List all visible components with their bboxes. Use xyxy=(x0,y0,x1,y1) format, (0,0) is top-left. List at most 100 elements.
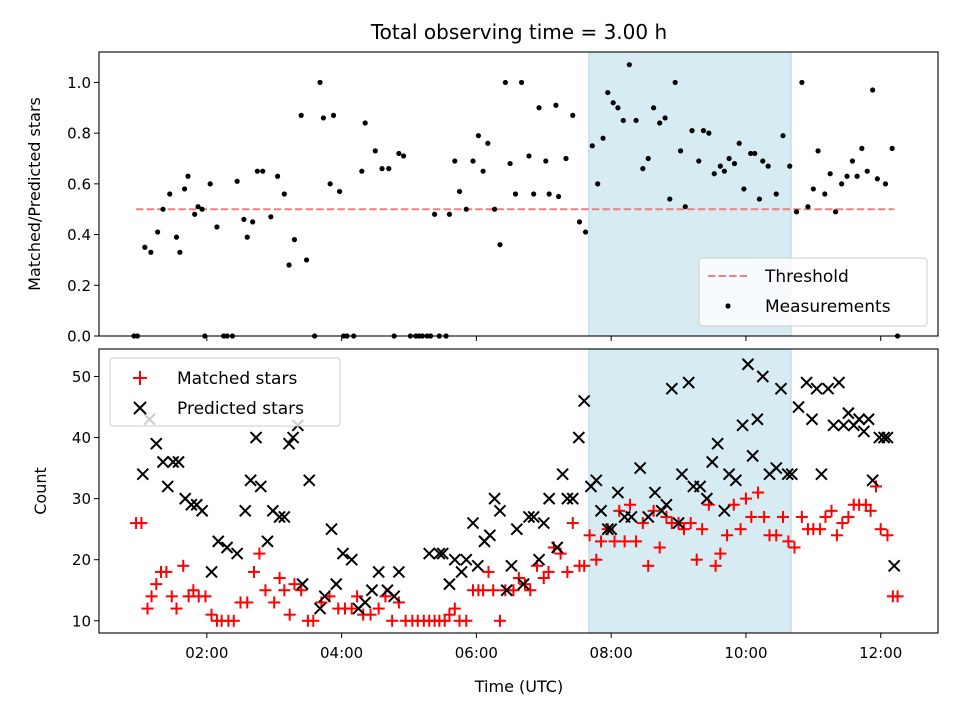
measurement-point xyxy=(195,204,201,210)
matched-star-point xyxy=(782,535,795,548)
measurement-point xyxy=(177,249,183,255)
measurement-point xyxy=(553,102,559,108)
matched-star-point xyxy=(351,590,364,603)
matched-star-point xyxy=(448,602,461,615)
legend-matched-swatch xyxy=(133,371,147,385)
measurement-point xyxy=(526,153,532,159)
matched-star-point xyxy=(386,614,399,627)
measurement-point xyxy=(854,173,860,179)
matched-star-point xyxy=(788,541,801,554)
predicted-star-point xyxy=(746,449,759,463)
predicted-star-point xyxy=(527,510,540,524)
predicted-star-point xyxy=(166,455,180,469)
predicted-star-point xyxy=(781,467,794,481)
predicted-star-point xyxy=(161,480,174,493)
matched-star-point xyxy=(182,590,195,603)
matched-star-point xyxy=(590,553,603,566)
matched-star-point xyxy=(482,565,495,578)
predicted-star-point xyxy=(706,455,719,469)
predicted-star-point xyxy=(483,529,497,542)
measurement-point xyxy=(600,135,606,141)
matched-star-point xyxy=(891,590,904,603)
count-ytick-label: 20 xyxy=(72,551,91,569)
predicted-star-point xyxy=(239,504,252,518)
predicted-star-point xyxy=(282,437,296,450)
predicted-star-point xyxy=(556,467,569,481)
matched-star-point xyxy=(795,510,808,523)
measurement-point xyxy=(882,181,889,187)
predicted-star-point xyxy=(711,437,724,450)
measurement-point xyxy=(832,209,839,215)
measurement-point xyxy=(752,150,758,157)
measurement-point xyxy=(874,176,880,182)
predicted-star-point xyxy=(785,467,798,481)
predicted-star-point xyxy=(604,522,618,536)
measurement-point xyxy=(780,133,786,139)
predicted-star-point xyxy=(387,590,401,603)
measurement-point xyxy=(827,171,833,177)
matched-stars-points xyxy=(130,480,904,627)
measurement-point xyxy=(555,193,562,200)
predicted-star-point xyxy=(493,504,507,518)
predicted-star-point xyxy=(392,565,406,579)
measurement-point xyxy=(491,206,498,212)
predicted-star-point xyxy=(700,492,714,505)
matched-star-point xyxy=(561,565,574,578)
predicted-star-point xyxy=(330,577,343,591)
predicted-star-point xyxy=(488,492,501,505)
legend-measurements-swatch xyxy=(725,303,731,309)
matched-star-point xyxy=(241,596,254,609)
predicted-star-point xyxy=(625,510,638,524)
measurement-point xyxy=(274,173,281,179)
measurement-point xyxy=(721,168,727,174)
matched-star-point xyxy=(542,565,555,578)
matched-star-point xyxy=(247,565,260,578)
predicted-star-point xyxy=(522,510,536,524)
measurement-point xyxy=(657,120,663,126)
measurement-point xyxy=(480,168,486,174)
predicted-star-point xyxy=(877,431,891,444)
measurement-point xyxy=(626,62,632,68)
legend-threshold-label: Threshold xyxy=(764,267,849,287)
matched-star-point xyxy=(830,529,843,542)
predicted-star-point xyxy=(633,461,647,475)
predicted-star-point xyxy=(590,474,603,487)
ratio-ytick-label: 0.0 xyxy=(67,328,91,346)
matched-star-point xyxy=(537,572,550,585)
ratio-legend-box xyxy=(698,257,928,327)
measurement-point xyxy=(793,209,800,215)
predicted-star-point xyxy=(261,535,274,548)
predicted-star-point xyxy=(821,382,835,395)
measurement-point xyxy=(432,211,438,217)
count-panel-legend: Matched stars Predicted stars xyxy=(109,357,341,427)
measurement-point xyxy=(839,181,845,187)
predicted-star-point xyxy=(448,553,462,566)
measurement-point xyxy=(576,219,583,225)
predicted-star-point xyxy=(466,516,480,530)
count-panel-ticks: 10 20 30 40 50 02:00 04:00 06:00 08:00 10:00 12:00 xyxy=(72,368,902,662)
measurement-point xyxy=(396,150,402,157)
measurement-point xyxy=(456,188,463,195)
predicted-star-point xyxy=(303,474,316,487)
matched-star-point xyxy=(653,541,666,554)
measurement-point xyxy=(155,229,161,235)
measurement-point xyxy=(689,128,695,134)
predicted-star-point xyxy=(460,553,473,566)
measurement-point xyxy=(303,257,310,263)
matched-star-point xyxy=(777,510,790,523)
legend-matched-label: Matched stars xyxy=(177,369,297,389)
predicted-star-point xyxy=(551,541,564,554)
matched-star-point xyxy=(205,608,218,621)
matched-star-point xyxy=(187,584,200,597)
ratio-ytick-label: 1.0 xyxy=(67,74,91,92)
legend-predicted-swatch xyxy=(133,401,147,415)
matched-star-point xyxy=(160,565,173,578)
measurement-point xyxy=(281,191,287,197)
legend-predicted-label: Predicted stars xyxy=(177,399,304,419)
measurement-point xyxy=(651,105,657,111)
predicted-star-point xyxy=(254,480,267,493)
matched-star-point xyxy=(493,614,506,627)
predicted-star-point xyxy=(577,394,591,408)
predicted-star-point xyxy=(471,559,484,573)
count-xtick-label: 02:00 xyxy=(185,644,228,662)
